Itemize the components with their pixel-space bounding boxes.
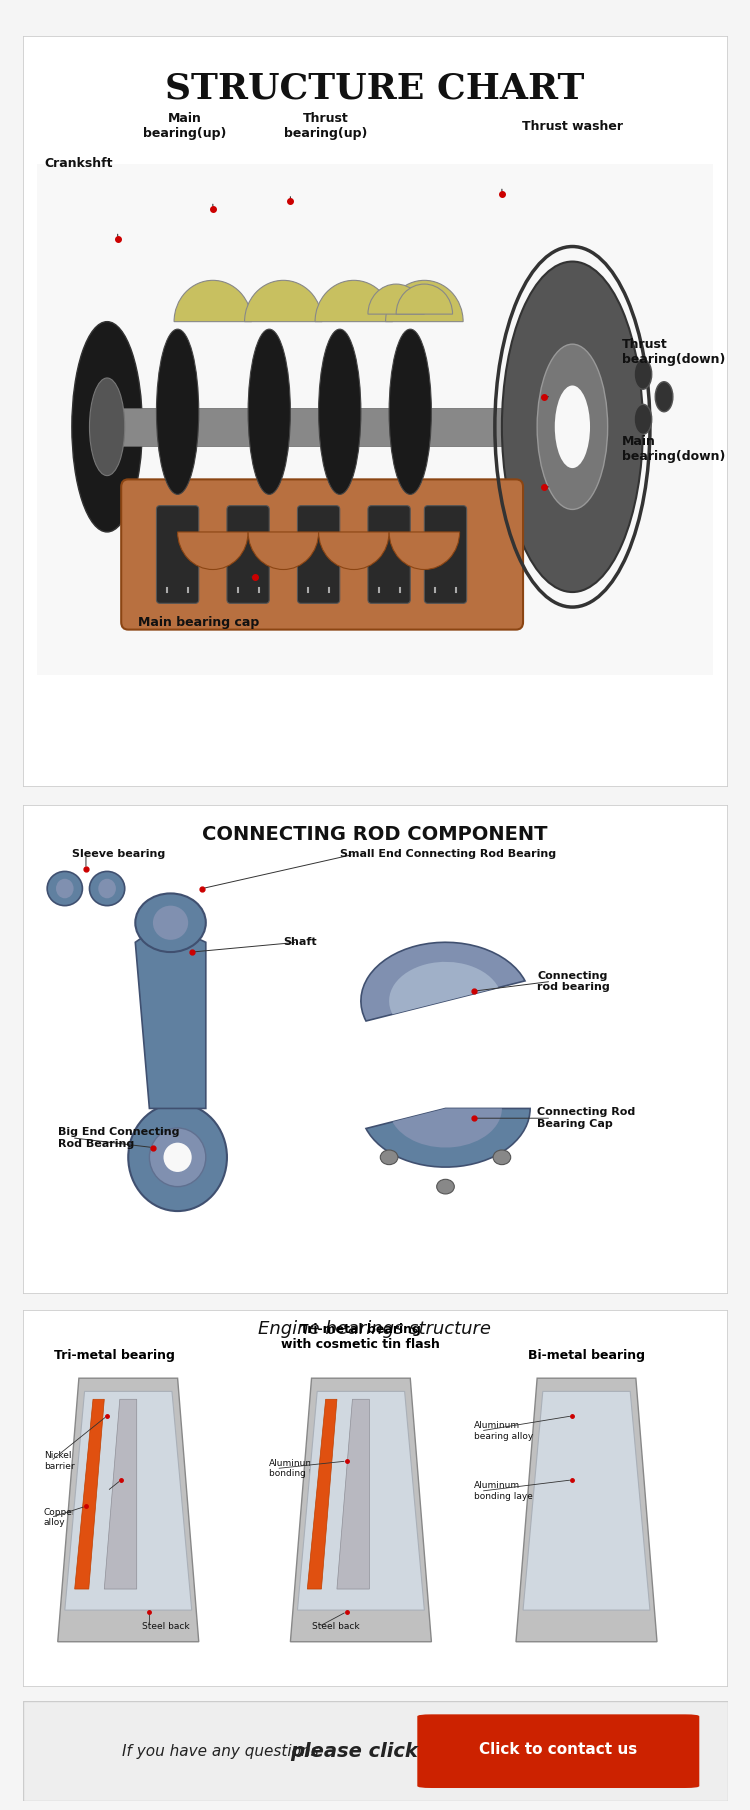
Polygon shape [516, 1377, 657, 1642]
Polygon shape [64, 1392, 192, 1611]
FancyBboxPatch shape [424, 505, 466, 603]
Polygon shape [523, 1392, 650, 1611]
Polygon shape [75, 1399, 104, 1589]
Wedge shape [386, 281, 463, 322]
Text: Click to contact us: Click to contact us [479, 1741, 638, 1758]
Text: Copper
alloy: Copper alloy [44, 1508, 76, 1528]
Text: Big End Connecting
Rod Bearing: Big End Connecting Rod Bearing [58, 1128, 179, 1149]
Ellipse shape [248, 329, 290, 494]
Wedge shape [389, 532, 460, 570]
Wedge shape [248, 532, 319, 570]
Text: Overlay: Overlay [100, 1486, 135, 1495]
Ellipse shape [493, 1149, 511, 1164]
Text: Shaft: Shaft [284, 938, 317, 947]
Polygon shape [290, 1377, 431, 1642]
Text: Nickel
barrier: Nickel barrier [44, 1452, 74, 1472]
Text: Aluminum
bonding layer: Aluminum bonding layer [269, 1459, 332, 1479]
Bar [107, 407, 530, 445]
Text: please click: please click [290, 1741, 418, 1761]
FancyBboxPatch shape [227, 505, 269, 603]
Ellipse shape [389, 329, 431, 494]
Text: Thrust washer: Thrust washer [522, 119, 623, 132]
Ellipse shape [656, 382, 673, 413]
Wedge shape [366, 1108, 530, 1167]
Ellipse shape [135, 894, 206, 952]
Wedge shape [361, 943, 525, 1021]
FancyBboxPatch shape [22, 1701, 728, 1801]
Text: Small End Connecting Rod Bearing: Small End Connecting Rod Bearing [340, 849, 556, 860]
Text: Bi-metal bearing: Bi-metal bearing [528, 1348, 645, 1363]
Ellipse shape [153, 905, 188, 939]
Bar [37, 165, 713, 675]
Ellipse shape [537, 344, 608, 509]
FancyBboxPatch shape [417, 1714, 699, 1788]
Ellipse shape [47, 871, 82, 905]
Ellipse shape [128, 1104, 227, 1211]
Ellipse shape [89, 378, 124, 476]
FancyBboxPatch shape [368, 505, 410, 603]
Ellipse shape [380, 1149, 398, 1164]
Wedge shape [389, 961, 499, 1014]
Text: Sleeve bearing: Sleeve bearing [72, 849, 165, 860]
Wedge shape [396, 284, 452, 315]
Ellipse shape [436, 1180, 454, 1195]
Text: Steel back: Steel back [142, 1622, 190, 1631]
Polygon shape [135, 923, 206, 1108]
Ellipse shape [72, 322, 142, 532]
Polygon shape [58, 1377, 199, 1642]
Wedge shape [315, 281, 393, 322]
Text: Tri-metal bearing
with cosmetic tin flash: Tri-metal bearing with cosmetic tin flas… [281, 1323, 440, 1350]
Ellipse shape [555, 386, 590, 469]
Text: Aluminum
bearing alloy: Aluminum bearing alloy [474, 1421, 533, 1441]
Wedge shape [178, 532, 248, 570]
Wedge shape [319, 532, 389, 570]
Text: Connecting Rod
Bearing Cap: Connecting Rod Bearing Cap [537, 1108, 635, 1129]
Text: Main
bearing(down): Main bearing(down) [622, 436, 725, 463]
Ellipse shape [149, 1128, 206, 1187]
FancyBboxPatch shape [22, 805, 728, 1294]
Text: Engine bearings structure: Engine bearings structure [259, 1319, 491, 1338]
Polygon shape [308, 1399, 337, 1589]
FancyBboxPatch shape [22, 1310, 728, 1687]
Ellipse shape [502, 262, 643, 592]
Wedge shape [368, 284, 424, 315]
Text: STRUCTURE CHART: STRUCTURE CHART [165, 72, 585, 105]
Text: Connecting
rod bearing: Connecting rod bearing [537, 970, 610, 992]
Text: Aluminum
bonding layer: Aluminum bonding layer [474, 1481, 536, 1500]
Text: If you have any questions: If you have any questions [122, 1743, 318, 1759]
FancyBboxPatch shape [22, 36, 728, 787]
Text: Tri-metal bearing: Tri-metal bearing [54, 1348, 175, 1363]
Text: CONNECTING ROD COMPONENT: CONNECTING ROD COMPONENT [202, 825, 548, 843]
Text: Main
bearing(up): Main bearing(up) [143, 112, 226, 141]
Ellipse shape [56, 880, 74, 898]
Ellipse shape [98, 880, 116, 898]
Text: Steel back: Steel back [311, 1622, 359, 1631]
Ellipse shape [89, 871, 124, 905]
Ellipse shape [157, 329, 199, 494]
Polygon shape [337, 1399, 369, 1589]
FancyBboxPatch shape [157, 505, 199, 603]
Polygon shape [104, 1399, 136, 1589]
FancyBboxPatch shape [298, 505, 340, 603]
Wedge shape [392, 1108, 502, 1148]
FancyBboxPatch shape [122, 480, 523, 630]
Wedge shape [244, 281, 322, 322]
Text: Thrust
bearing(up): Thrust bearing(up) [284, 112, 368, 141]
Ellipse shape [634, 358, 652, 389]
Wedge shape [174, 281, 251, 322]
Text: Main bearing cap: Main bearing cap [138, 615, 260, 628]
Polygon shape [298, 1392, 424, 1611]
Ellipse shape [634, 404, 652, 434]
Ellipse shape [319, 329, 361, 494]
Text: Thrust
bearing(down): Thrust bearing(down) [622, 338, 725, 366]
Text: Crankshft: Crankshft [45, 157, 113, 170]
Ellipse shape [164, 1142, 192, 1173]
